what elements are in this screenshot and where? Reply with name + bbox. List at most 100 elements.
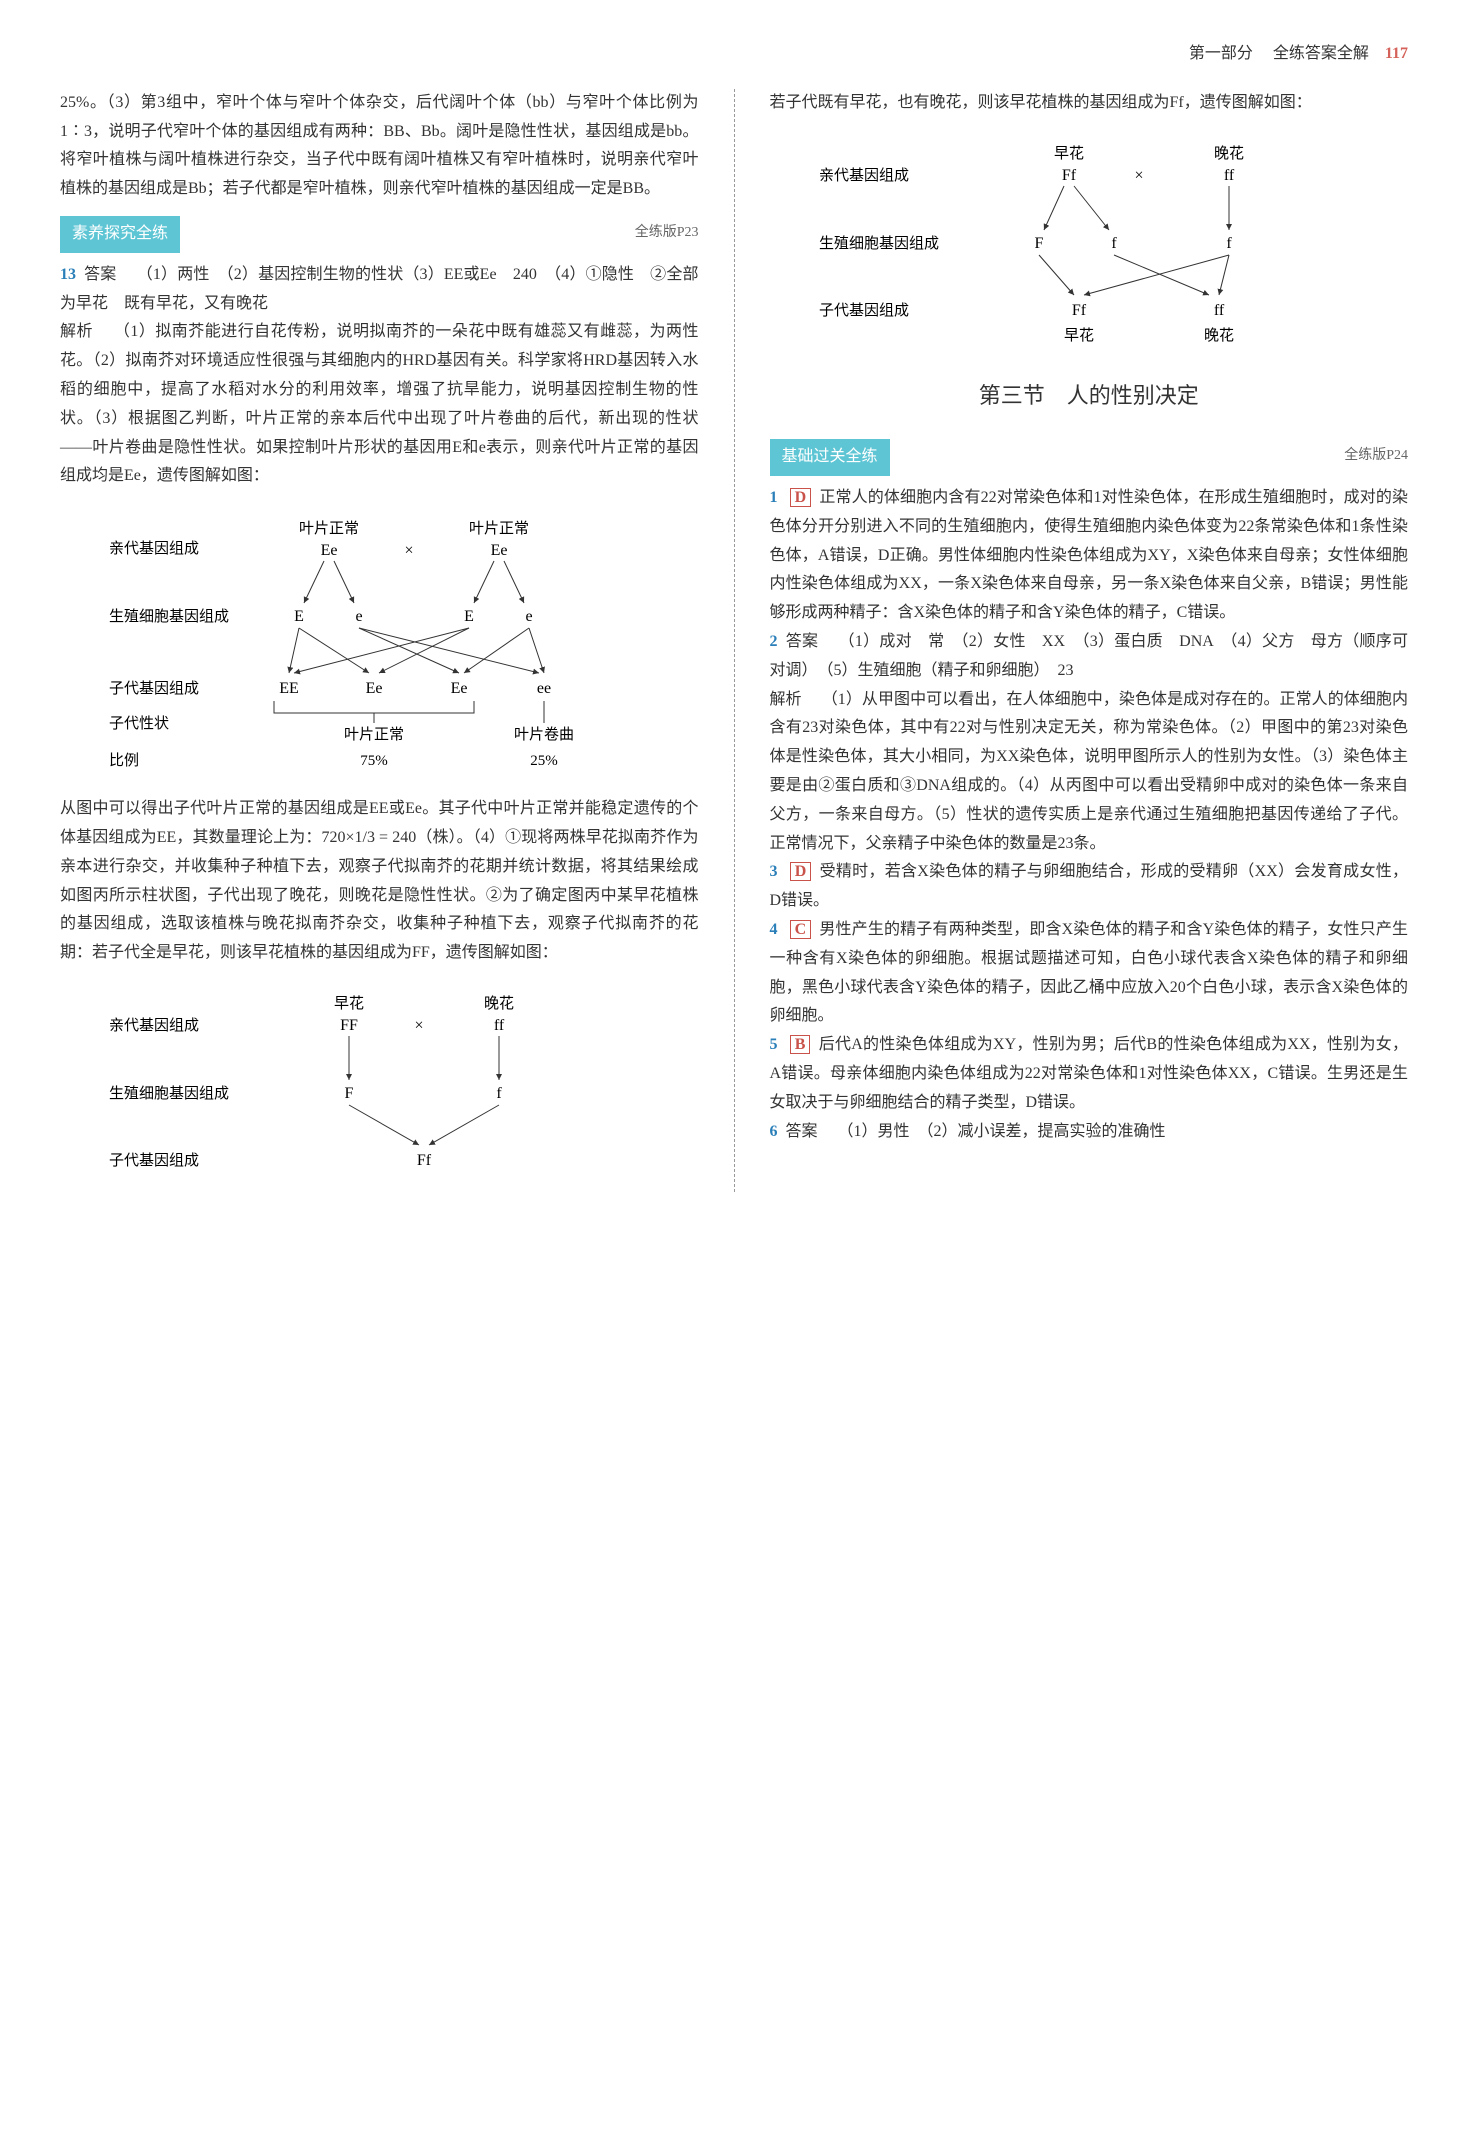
svg-text:Ee: Ee — [321, 542, 338, 559]
q3-number: 3 — [770, 863, 778, 880]
diagram2-svg: 亲代基因组成 早花 FF × 晚花 ff 生殖细胞基因组成 F f 子代基因组成… — [99, 980, 659, 1180]
q6-ans-label: 答案 — [786, 1123, 818, 1140]
svg-text:早花: 早花 — [1054, 145, 1084, 162]
genetics-diagram-1: 亲代基因组成 叶片正常 Ee × 叶片正常 Ee 生殖细胞基因组成 E e E … — [60, 503, 699, 783]
part-label: 第一部分 — [1189, 45, 1253, 62]
svg-text:f: f — [1226, 235, 1232, 252]
q3-text: 受精时，若含X染色体的精子与卵细胞结合，形成的受精卵（XX）会发育成女性，D错误… — [770, 863, 1409, 909]
svg-text:晚花: 晚花 — [484, 995, 514, 1012]
svg-text:Ff: Ff — [1072, 302, 1087, 319]
column-divider — [734, 89, 735, 1192]
svg-text:ff: ff — [494, 1017, 505, 1034]
svg-text:E: E — [464, 608, 474, 625]
svg-text:早花: 早花 — [1064, 327, 1094, 344]
q2-ans-text: （1）成对 常 （2）女性 XX （3）蛋白质 DNA （4）父方 母方（顺序可… — [770, 633, 1408, 679]
svg-text:叶片正常: 叶片正常 — [299, 520, 359, 537]
q4-text: 男性产生的精子有两种类型，即含X染色体的精子和含Y染色体的精子，女性只产生一种含… — [770, 921, 1409, 1024]
page-ref-1: 全练版P23 — [635, 220, 699, 245]
svg-text:生殖细胞基因组成: 生殖细胞基因组成 — [819, 235, 939, 252]
page-ref-2: 全练版P24 — [1344, 443, 1408, 468]
q1-number: 1 — [770, 489, 778, 506]
svg-text:比例: 比例 — [109, 752, 139, 769]
q5-block: 5 B 后代A的性染色体组成为XY，性别为男；后代B的性染色体组成为XX，性别为… — [770, 1031, 1409, 1117]
q4-number: 4 — [770, 921, 778, 938]
svg-text:Ee: Ee — [451, 680, 468, 697]
svg-text:e: e — [526, 608, 533, 625]
q13-exp-label: 解析 — [60, 323, 93, 340]
svg-text:×: × — [1134, 167, 1143, 184]
two-column-layout: 25%。（3）第3组中，窄叶个体与窄叶个体杂交，后代阔叶个体（bb）与窄叶个体比… — [60, 89, 1408, 1192]
svg-text:叶片正常: 叶片正常 — [469, 520, 529, 537]
section-3-title: 第三节 人的性别决定 — [770, 376, 1409, 416]
q1-letter: D — [790, 488, 812, 507]
svg-text:F: F — [1034, 235, 1043, 252]
svg-text:E: E — [294, 608, 304, 625]
svg-text:子代基因组成: 子代基因组成 — [109, 1152, 199, 1169]
diagram1-svg: 亲代基因组成 叶片正常 Ee × 叶片正常 Ee 生殖细胞基因组成 E e E … — [99, 503, 659, 783]
left-column: 25%。（3）第3组中，窄叶个体与窄叶个体杂交，后代阔叶个体（bb）与窄叶个体比… — [60, 89, 699, 1192]
genetics-diagram-3: 亲代基因组成 早花 Ff × 晚花 ff 生殖细胞基因组成 F f f 子代基因… — [770, 130, 1409, 360]
svg-text:子代基因组成: 子代基因组成 — [819, 302, 909, 319]
q13-ans-text: （1）两性 （2）基因控制生物的性状（3）EE或Ee 240 （4）①隐性 ②全… — [60, 266, 698, 312]
svg-text:叶片正常: 叶片正常 — [344, 726, 404, 743]
q13-exp1-text: （1）拟南芥能进行自花传粉，说明拟南芥的一朵花中既有雄蕊又有雌蕊，为两性花。（2… — [60, 323, 699, 484]
svg-text:Ee: Ee — [491, 542, 508, 559]
svg-text:f: f — [497, 1085, 503, 1102]
svg-text:早花: 早花 — [334, 995, 364, 1012]
svg-text:ff: ff — [1224, 167, 1235, 184]
svg-text:×: × — [405, 542, 414, 559]
q3-block: 3 D 受精时，若含X染色体的精子与卵细胞结合，形成的受精卵（XX）会发育成女性… — [770, 858, 1409, 916]
q2-ans-label: 答案 — [786, 633, 818, 650]
page-header: 第一部分 全练答案全解 117 — [60, 40, 1408, 69]
svg-text:ee: ee — [537, 680, 551, 697]
diagram3-svg: 亲代基因组成 早花 Ff × 晚花 ff 生殖细胞基因组成 F f f 子代基因… — [809, 130, 1369, 360]
svg-text:e: e — [356, 608, 363, 625]
q13-answer: 13 答案 （1）两性 （2）基因控制生物的性状（3）EE或Ee 240 （4）… — [60, 261, 699, 319]
q4-block: 4 C 男性产生的精子有两种类型，即含X染色体的精子和含Y染色体的精子，女性只产… — [770, 916, 1409, 1031]
genetics-diagram-2: 亲代基因组成 早花 FF × 晚花 ff 生殖细胞基因组成 F f 子代基因组成… — [60, 980, 699, 1180]
q13-ans-label: 答案 — [84, 266, 116, 283]
q2-number: 2 — [770, 633, 778, 650]
q6-answer: 6 答案 （1）男性 （2）减小误差，提高实验的准确性 — [770, 1118, 1409, 1147]
svg-text:×: × — [415, 1017, 424, 1034]
page-number: 117 — [1385, 45, 1408, 62]
header-title: 全练答案全解 — [1273, 45, 1369, 62]
svg-text:Ff: Ff — [417, 1152, 432, 1169]
svg-text:Ff: Ff — [1062, 167, 1077, 184]
q13-explanation-1: 解析 （1）拟南芥能进行自花传粉，说明拟南芥的一朵花中既有雄蕊又有雌蕊，为两性花… — [60, 318, 699, 491]
q4-letter: C — [790, 920, 812, 939]
svg-text:75%: 75% — [361, 753, 389, 769]
svg-text:晚花: 晚花 — [1204, 327, 1234, 344]
svg-text:亲代基因组成: 亲代基因组成 — [109, 1017, 199, 1034]
q1-block: 1 D 正常人的体细胞内含有22对常染色体和1对性染色体，在形成生殖细胞时，成对… — [770, 484, 1409, 628]
svg-text:Ee: Ee — [366, 680, 383, 697]
svg-text:子代基因组成: 子代基因组成 — [109, 680, 199, 697]
svg-text:ff: ff — [1214, 302, 1225, 319]
svg-text:EE: EE — [279, 680, 299, 697]
q5-letter: B — [790, 1035, 811, 1054]
svg-text:生殖细胞基因组成: 生殖细胞基因组成 — [109, 608, 229, 625]
intro-text: 25%。（3）第3组中，窄叶个体与窄叶个体杂交，后代阔叶个体（bb）与窄叶个体比… — [60, 89, 699, 204]
q1-text: 正常人的体细胞内含有22对常染色体和1对性染色体，在形成生殖细胞时，成对的染色体… — [770, 489, 1409, 621]
q5-number: 5 — [770, 1036, 778, 1053]
section-banner-2: 基础过关全练 — [770, 439, 890, 476]
svg-text:FF: FF — [340, 1017, 358, 1034]
svg-text:叶片卷曲: 叶片卷曲 — [514, 726, 574, 743]
q5-text: 后代A的性染色体组成为XY，性别为男；后代B的性染色体组成为XX，性别为女，A错… — [770, 1036, 1409, 1111]
q2-explanation: 解析 （1）从甲图中可以看出，在人体细胞中，染色体是成对存在的。正常人的体细胞内… — [770, 686, 1409, 859]
q2-exp-label: 解析 — [770, 691, 802, 708]
right-column: 若子代既有早花，也有晚花，则该早花植株的基因组成为Ff，遗传图解如图： 亲代基因… — [770, 89, 1409, 1192]
svg-text:亲代基因组成: 亲代基因组成 — [819, 167, 909, 184]
q2-exp-text: （1）从甲图中可以看出，在人体细胞中，染色体是成对存在的。正常人的体细胞内含有2… — [770, 691, 1409, 852]
q6-number: 6 — [770, 1123, 778, 1140]
svg-text:子代性状: 子代性状 — [109, 715, 169, 732]
q2-answer: 2 答案 （1）成对 常 （2）女性 XX （3）蛋白质 DNA （4）父方 母… — [770, 628, 1409, 686]
svg-text:F: F — [345, 1085, 354, 1102]
svg-text:生殖细胞基因组成: 生殖细胞基因组成 — [109, 1085, 229, 1102]
q6-ans-text: （1）男性 （2）减小误差，提高实验的准确性 — [838, 1123, 1166, 1140]
q3-letter: D — [790, 862, 812, 881]
right-intro: 若子代既有早花，也有晚花，则该早花植株的基因组成为Ff，遗传图解如图： — [770, 89, 1409, 118]
q13-number: 13 — [60, 266, 76, 283]
section-banner-1: 素养探究全练 — [60, 216, 180, 253]
svg-text:晚花: 晚花 — [1214, 145, 1244, 162]
